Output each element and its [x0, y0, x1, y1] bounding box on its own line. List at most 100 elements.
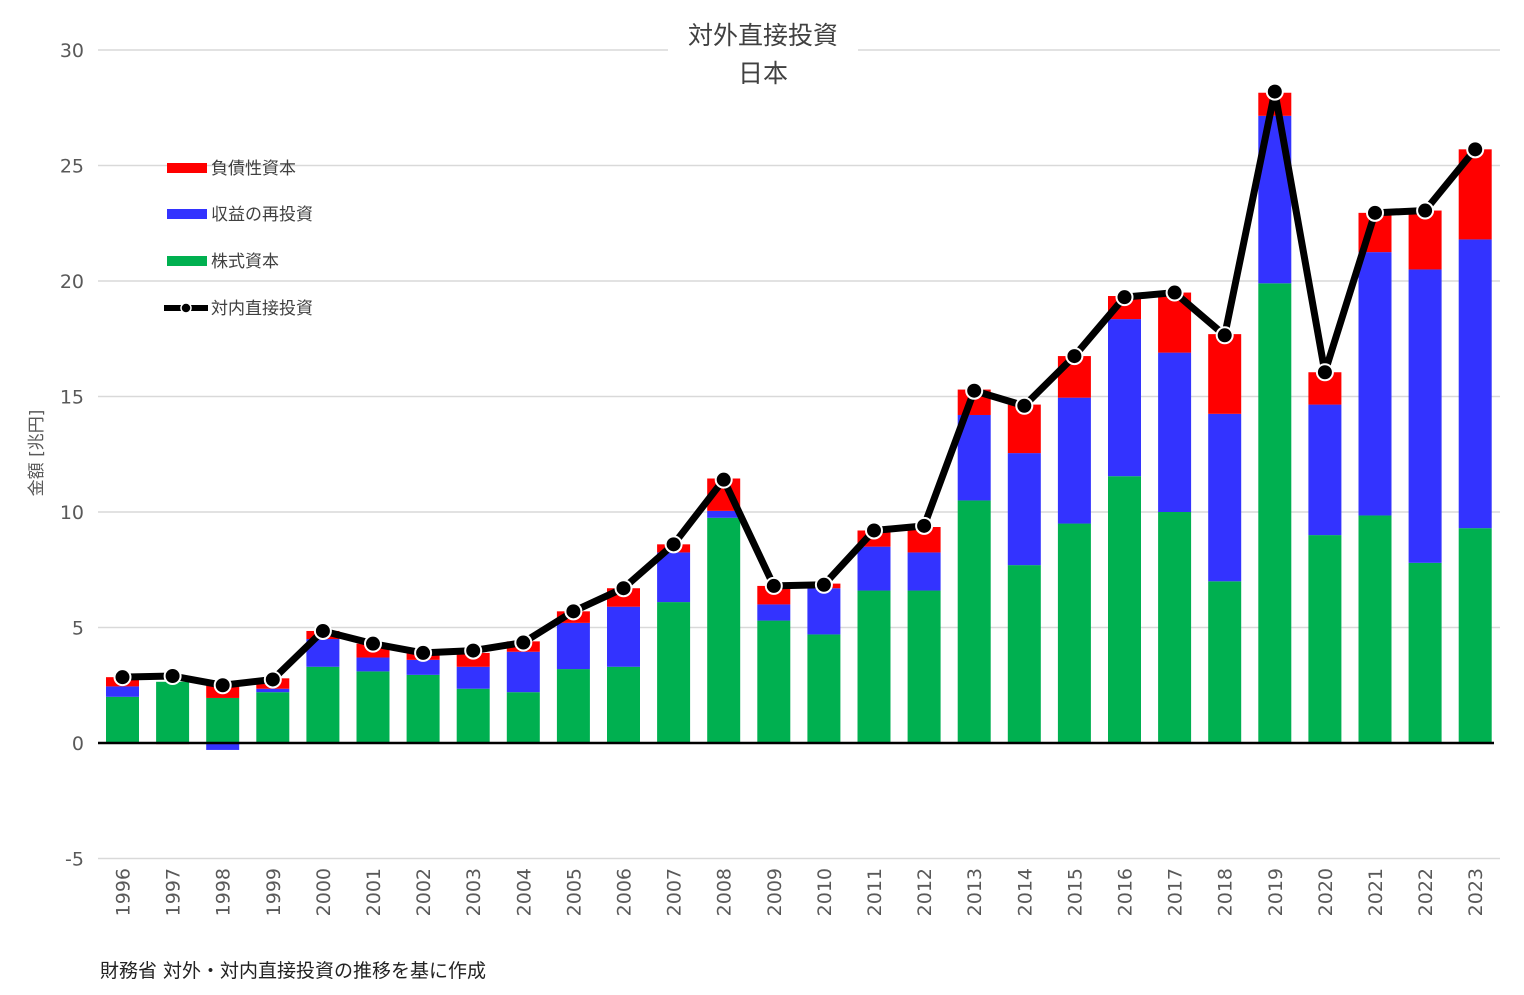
x-tick-label: 2013	[964, 868, 986, 916]
bar-segment	[1308, 404, 1342, 536]
bar-segment	[957, 500, 991, 743]
bar-segment	[907, 552, 941, 591]
bar-segment	[1358, 515, 1392, 743]
x-tick-label: 1998	[213, 868, 235, 916]
x-tick-label: 2016	[1115, 868, 1137, 916]
bar-segment	[657, 552, 691, 603]
bar-segment	[757, 585, 791, 605]
bar-segment	[1208, 581, 1242, 743]
line-point	[313, 621, 332, 640]
line-point	[514, 633, 533, 652]
x-tick-label: 2021	[1365, 868, 1387, 916]
bar-segment	[857, 546, 891, 591]
line-point	[1015, 396, 1034, 415]
x-tick-label: 2005	[563, 868, 585, 916]
chart-subtitle: 日本	[738, 59, 788, 88]
line-point	[764, 576, 783, 595]
bar-segment	[657, 602, 691, 743]
line-point	[865, 521, 883, 540]
bar-segment	[256, 692, 290, 743]
x-tick-label: 2020	[1315, 868, 1337, 916]
line-point	[364, 634, 382, 653]
y-tick-label: 20	[60, 271, 84, 293]
legend-marker	[180, 302, 192, 314]
line-point	[1466, 140, 1485, 159]
y-axis-label: 金額 [兆円]	[27, 410, 47, 497]
bar-segment	[556, 669, 590, 743]
x-tick-label: 2000	[313, 868, 335, 916]
legend-swatch	[167, 163, 207, 173]
y-tick-label: 0	[72, 733, 84, 755]
bar-segment	[206, 697, 240, 743]
x-tick-label: 2015	[1064, 868, 1086, 916]
bar-segment	[1158, 512, 1192, 743]
bar-segment	[106, 686, 139, 697]
x-tick-label: 2010	[814, 868, 836, 916]
bar-segment	[456, 652, 490, 667]
x-tick-label: 2006	[614, 868, 636, 916]
line-point	[1065, 347, 1084, 366]
x-tick-label: 2011	[864, 868, 886, 916]
y-axis-ticks: -5 0 5 10 15 20 25 30	[60, 40, 84, 871]
bar-segment	[406, 674, 440, 743]
bar-segment	[1258, 283, 1292, 743]
x-tick-label: 2007	[664, 868, 686, 916]
x-tick-label: 2004	[513, 868, 535, 916]
bar-segment	[106, 696, 139, 743]
bar-segment	[156, 681, 190, 743]
line-point	[263, 670, 282, 689]
bar-segment	[1458, 239, 1492, 529]
line-point	[1165, 283, 1184, 302]
bar-segment	[1408, 562, 1442, 743]
bar-segment	[306, 666, 340, 743]
bar-segment	[707, 510, 741, 518]
x-tick-label: 2014	[1014, 868, 1036, 916]
x-tick-label: 2008	[714, 868, 736, 916]
source-note: 財務省 対外・対内直接投資の推移を基に作成	[100, 960, 487, 982]
line-point	[564, 602, 583, 621]
line-point	[965, 381, 984, 400]
bar-segment	[1007, 453, 1041, 566]
bar-segment	[356, 657, 390, 672]
bar-segment	[1158, 352, 1192, 512]
line-point	[163, 667, 182, 686]
bar-segment	[907, 590, 941, 743]
bar-segment	[1108, 319, 1141, 477]
bar-segment	[506, 651, 540, 693]
bar-segment	[1308, 535, 1342, 743]
x-tick-label: 1996	[113, 868, 135, 916]
bar-segment	[556, 622, 590, 670]
line-point	[1366, 203, 1384, 222]
bar-segment	[456, 666, 490, 689]
x-tick-label: 1997	[163, 868, 185, 916]
y-tick-label: 15	[60, 387, 84, 409]
bar-segment	[1057, 523, 1091, 743]
legend-label: 株式資本	[211, 252, 279, 272]
legend-label: 収益の再投資	[211, 205, 313, 225]
bar-segment	[1408, 269, 1442, 563]
x-axis-ticks: 1996 1997 1998 1999 2000 2001 2002 2003 2004 2005…	[113, 868, 1488, 916]
y-tick-label: 10	[60, 502, 84, 524]
x-tick-label: 1999	[263, 868, 285, 916]
bar-segment	[256, 688, 290, 693]
bar-segment	[1358, 252, 1392, 516]
bar-segment	[506, 692, 540, 743]
x-tick-label: 2018	[1215, 868, 1237, 916]
line-point	[113, 668, 132, 687]
line-point	[814, 575, 833, 594]
series-line	[122, 88, 1478, 689]
chart-title: 対外直接投資	[688, 21, 838, 50]
line-point	[614, 579, 633, 598]
line-series	[113, 82, 1485, 695]
x-tick-label: 2012	[914, 868, 936, 916]
x-tick-label: 2022	[1415, 868, 1437, 916]
bar-segment	[206, 743, 240, 750]
y-tick-label: -5	[65, 849, 84, 871]
legend-swatch	[167, 209, 207, 219]
bar-segment	[406, 659, 440, 675]
line-point	[213, 676, 232, 695]
bar-segment	[757, 604, 791, 621]
y-tick-label: 5	[72, 618, 84, 640]
bar-segment	[757, 620, 791, 743]
